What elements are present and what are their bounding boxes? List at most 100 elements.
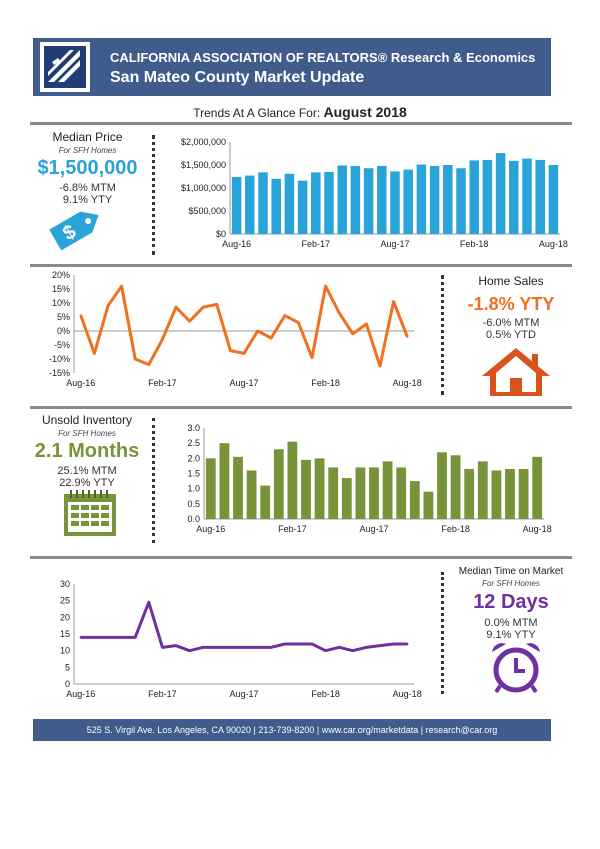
y-tick-label: 2.0 <box>187 453 200 463</box>
data-point <box>229 646 232 649</box>
y-tick-label: 5 <box>65 662 70 672</box>
alarm-clock-icon <box>492 643 540 694</box>
median-price-value: $1,500,000 <box>37 157 138 179</box>
inventory-chart: 0.0 0.5 1.0 1.5 2.0 2.5 3.0 Aug-16 Feb-17 Aug-17 F… <box>187 423 551 534</box>
bar <box>341 478 352 519</box>
bar <box>396 467 407 519</box>
bar <box>423 491 434 519</box>
bar <box>390 171 400 234</box>
y-tick-label: 30 <box>60 579 70 589</box>
x-tick-label: Aug-17 <box>359 524 388 534</box>
inventory-sub: For SFH Homes <box>58 429 116 438</box>
y-tick-label: 2.5 <box>187 438 200 448</box>
inventory-yty: 22.9% YTY <box>59 477 115 489</box>
data-point <box>406 642 409 646</box>
data-point <box>283 642 286 646</box>
calendar-icon <box>64 490 116 536</box>
time-on-market-sub: For SFH Homes <box>482 579 540 588</box>
bar <box>382 461 393 519</box>
x-tick-label: Aug-18 <box>393 689 422 699</box>
median-price-chart: $0 $500,000 $1,000,000 $1,500,000 $2,000,000… <box>181 137 568 249</box>
x-tick-label: Aug-17 <box>229 378 258 388</box>
bar <box>258 172 268 234</box>
data-point <box>188 649 191 652</box>
bar <box>464 468 475 519</box>
data-point <box>79 636 82 639</box>
x-tick-label: Aug-16 <box>222 239 251 249</box>
bar <box>437 452 447 519</box>
data-point <box>365 646 368 649</box>
bar <box>301 459 311 519</box>
y-tick-label: -5% <box>54 340 70 350</box>
data-point <box>270 336 273 340</box>
data-point <box>229 349 232 352</box>
inventory-value: 2.1 Months <box>34 440 140 462</box>
median-price-label: Median Price <box>52 130 123 144</box>
header-banner <box>33 38 551 96</box>
data-point <box>365 322 368 326</box>
inventory-block: Unsold Inventory For SFH Homes 2.1 Month… <box>28 413 146 489</box>
bar <box>403 169 413 234</box>
data-point <box>106 304 110 307</box>
bar <box>443 165 453 234</box>
data-point <box>392 642 395 646</box>
bar <box>260 485 271 519</box>
data-point <box>351 332 354 335</box>
y-tick-label: 5% <box>57 312 70 322</box>
header-title: San Mateo County Market Update <box>110 69 365 86</box>
y-tick-label: 0.0 <box>187 514 200 524</box>
y-tick-label: -10% <box>49 354 70 364</box>
bar <box>509 160 519 234</box>
home-sales-chart: -15% -10% -5% 0% 5% 10% 15% 20% Aug-16 Feb-17 Aug-… <box>49 270 422 388</box>
data-point <box>134 636 137 639</box>
bar <box>287 441 298 519</box>
bar <box>363 168 374 234</box>
home-sales-label: Home Sales <box>478 274 544 288</box>
bar <box>416 164 427 234</box>
x-tick-label: Aug-17 <box>229 689 258 699</box>
bar <box>314 458 325 519</box>
data-point <box>202 306 205 309</box>
data-point <box>324 649 327 652</box>
bar <box>350 165 361 234</box>
bar <box>324 171 334 234</box>
x-tick-label: Aug-16 <box>66 378 95 388</box>
bar <box>377 165 387 234</box>
data-point <box>310 642 314 646</box>
time-on-market-label: Median Time on Market <box>458 566 564 577</box>
bar <box>482 159 493 234</box>
trends-period: August 2018 <box>323 104 407 120</box>
y-tick-label: 3.0 <box>187 423 200 433</box>
bar <box>409 481 420 519</box>
median-price-sub: For SFH Homes <box>58 146 117 155</box>
bar <box>522 158 532 234</box>
median-price-mtm: -6.8% MTM <box>59 182 116 194</box>
series-line <box>80 600 408 653</box>
data-point <box>242 646 246 649</box>
data-point <box>338 311 341 314</box>
x-tick-label: Feb-18 <box>311 378 340 388</box>
time-on-market-mtm: 0.0% MTM <box>484 617 538 629</box>
y-tick-label: 0.5 <box>187 499 200 509</box>
inventory-mtm: 25.1% MTM <box>57 465 117 477</box>
data-point <box>174 644 178 647</box>
bar <box>548 165 559 234</box>
data-point <box>270 646 273 649</box>
y-tick-label: $1,000,000 <box>181 183 226 193</box>
divider-4 <box>30 556 572 559</box>
data-point <box>378 644 382 647</box>
x-tick-label: Aug-16 <box>66 689 95 699</box>
bar <box>505 468 515 519</box>
bar <box>271 178 281 234</box>
bar <box>535 159 545 234</box>
bar <box>311 172 321 234</box>
bar <box>469 160 479 234</box>
x-tick-label: Aug-17 <box>380 239 409 249</box>
y-tick-label: 15% <box>52 284 70 294</box>
time-on-market-chart: 0 5 10 15 20 25 30 Aug-16 Feb-17 Aug-17 Feb-18 Aug-… <box>60 579 422 699</box>
data-point <box>242 352 246 355</box>
x-tick-label: Feb-18 <box>460 239 489 249</box>
x-tick-label: Feb-18 <box>311 689 340 699</box>
bar <box>233 456 243 519</box>
y-tick-label: 10% <box>52 298 70 308</box>
